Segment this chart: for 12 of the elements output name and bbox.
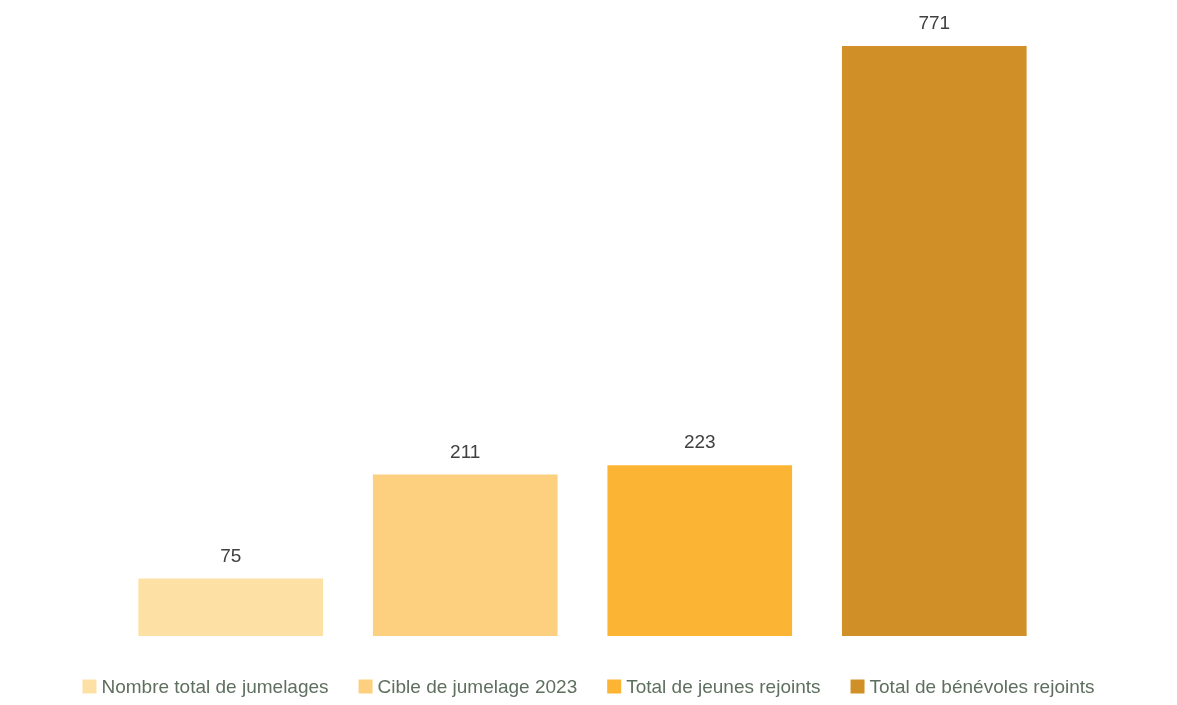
legend-label: Total de bénévoles rejoints: [869, 676, 1095, 697]
legend-label: Total de jeunes rejoints: [626, 676, 821, 697]
bar: [138, 578, 324, 636]
data-label: 211: [450, 440, 481, 462]
bar: [841, 46, 1027, 636]
legend-label: Cible de jumelage 2023: [377, 676, 578, 697]
data-label: 771: [918, 12, 951, 33]
bar: [372, 474, 558, 636]
legend-label: Nombre total de jumelages: [101, 676, 329, 697]
data-label: 223: [683, 431, 716, 453]
bar: [607, 465, 793, 636]
data-label: 75: [220, 544, 242, 566]
